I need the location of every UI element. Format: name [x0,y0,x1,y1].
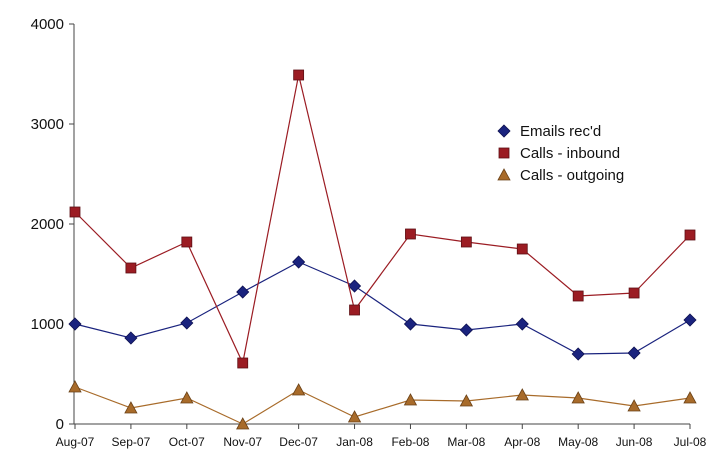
data-point [349,304,360,316]
x-tick-label: Jul-08 [674,435,707,449]
data-point [68,380,82,393]
data-point [515,317,529,331]
data-point [515,388,529,401]
legend-label: Emails rec'd [520,123,601,140]
data-point [293,69,305,81]
x-tick-label: Aug-07 [56,435,95,449]
series-diamond [68,255,697,361]
x-tick-label: Dec-07 [279,435,318,449]
data-point [571,391,585,404]
x-tick-label: Oct-07 [169,435,205,449]
data-point [292,255,306,269]
legend-item: Calls - inbound [498,145,620,162]
y-tick-label: 4000 [31,16,64,33]
x-tick-label: Mar-08 [447,435,485,449]
legend-marker [497,124,511,138]
x-tick-label: Jan-08 [336,435,373,449]
data-point [627,399,641,412]
data-point [571,347,585,361]
data-point [347,410,362,423]
data-point [237,357,249,369]
x-tick-label: Nov-07 [223,435,262,449]
data-point [180,391,194,404]
legend-marker [498,147,510,159]
data-point [459,323,473,337]
data-point [236,417,250,430]
series-line [74,74,691,365]
legend-item: Emails rec'd [497,123,601,140]
data-point [125,262,137,274]
data-point [124,401,138,414]
series-line [74,386,691,425]
x-tick-label: May-08 [558,435,598,449]
data-point [459,394,474,407]
legend-label: Calls - outgoing [520,167,624,184]
series-line [74,261,691,355]
legend-marker [497,168,511,181]
data-point [572,290,584,302]
data-point [68,317,82,331]
data-point [405,228,416,240]
data-point [180,316,194,330]
series-square [69,69,696,369]
data-point [291,383,306,396]
data-point [683,391,697,404]
data-point [628,287,640,299]
x-tick-label: Jun-08 [616,435,653,449]
x-tick-label: Apr-08 [504,435,540,449]
legend-item: Calls - outgoing [497,167,624,184]
series-layer [68,69,697,430]
x-tick-label: Feb-08 [391,435,429,449]
data-point [181,236,193,248]
data-point [403,317,418,331]
data-point [69,206,81,218]
y-tick-label: 2000 [31,216,64,233]
x-axis: Aug-07 Sep-07 Oct-07 Nov-07 Dec-07 Jan-08 Feb-… [56,423,707,449]
data-point [460,236,472,248]
legend-label: Calls - inbound [520,145,620,162]
data-point [347,279,362,293]
data-point [684,229,696,241]
y-tick-label: 3000 [31,116,64,133]
x-tick-label: Sep-07 [112,435,151,449]
data-point [403,393,418,406]
data-point [516,243,528,255]
data-point [124,331,138,345]
y-tick-label: 1000 [31,316,64,333]
y-axis: 0 1000 2000 3000 4000 [31,16,75,433]
legend: Emails rec'd Calls - inbound Calls - outgo… [497,123,624,184]
data-point [236,285,250,299]
data-point [683,313,697,327]
series-triangle [68,380,697,430]
data-point [627,346,641,360]
y-tick-label: 0 [56,416,64,433]
